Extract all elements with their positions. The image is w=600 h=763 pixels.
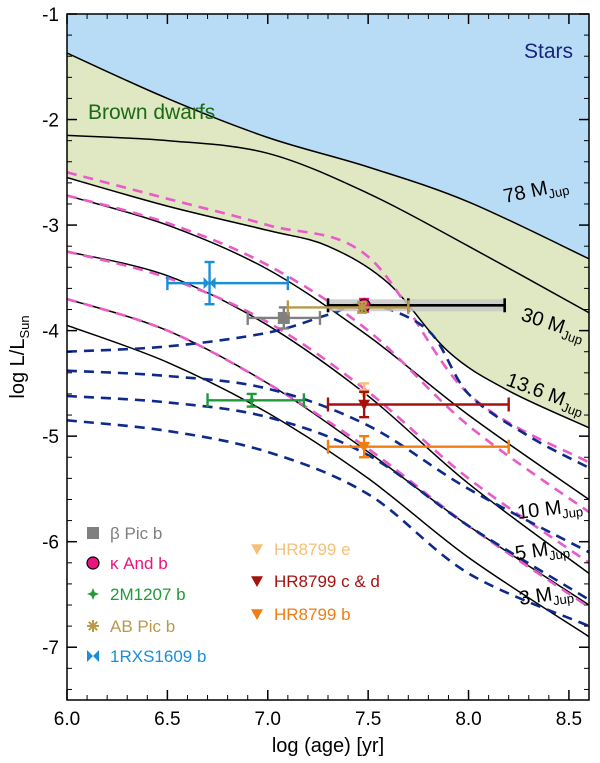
legend-marker-hr8799-b	[251, 609, 263, 620]
magenta-dashed-track-2	[67, 250, 589, 564]
legend-item-kappa-and-b: κ And b	[86, 554, 168, 573]
x-tick-label-1: 6.5	[154, 709, 180, 730]
solid-track-1	[67, 134, 589, 314]
x-tick-label-2: 7.0	[255, 709, 281, 730]
mass-label-5: 3 MJup	[518, 581, 575, 613]
y-axis-label-main: log L/L	[7, 339, 29, 399]
point-ab-pic-b	[286, 300, 410, 315]
magenta-dashed-track-3	[67, 297, 589, 609]
magenta-dashed-track-0	[67, 171, 589, 464]
marker-hr8799-b	[358, 441, 371, 453]
mass-label-unit-sub: Jup	[560, 399, 585, 420]
legend-item-hr8799-b: HR8799 b	[251, 605, 351, 624]
legend-label-kappa-and-b: κ And b	[110, 554, 168, 573]
blue-dashed-track-3	[67, 419, 589, 628]
mass-label-number: 5	[514, 541, 534, 565]
x-tick-label-5: 8.5	[556, 709, 582, 730]
y-tick-label-6: -1	[42, 5, 59, 26]
legend-marker-kappa-and-b	[86, 556, 100, 570]
solid-track-0	[67, 52, 589, 260]
y-tick-label-3: -4	[42, 322, 59, 343]
solid-track-4	[67, 250, 589, 575]
point-beta-pic-b	[246, 306, 322, 330]
point-2m1207-b	[206, 392, 306, 408]
mass-label-3: 10 MJup	[516, 494, 584, 527]
marker-2m1207-b	[245, 394, 258, 407]
mass-label-unit-sub: Jup	[561, 504, 584, 521]
legend-marker-1rxs1609-b	[87, 650, 99, 662]
legend-item-2m1207-b: 2M1207 b	[87, 585, 186, 604]
mass-label-unit: M	[544, 497, 563, 521]
point-hr8799-c-d	[326, 390, 510, 419]
marker-ab-pic-b	[356, 301, 369, 314]
mass-label-unit: M	[534, 584, 554, 608]
y-tick-label-1: -6	[42, 533, 59, 554]
blue-dashed-track-2	[67, 394, 589, 601]
mass-label-number: 3	[518, 586, 538, 610]
legend-item-hr8799-c-d: HR8799 c & d	[251, 572, 380, 591]
y-axis-label-sub: Sun	[17, 315, 32, 338]
legend-label-1rxs1609-b: 1RXS1609 b	[110, 647, 206, 666]
legend-label-hr8799-c-d: HR8799 c & d	[274, 572, 380, 591]
legend-item-1rxs1609-b: 1RXS1609 b	[87, 647, 206, 666]
y-axis-label: log L/LSun	[7, 315, 32, 398]
point-kappa-and-b	[326, 297, 506, 313]
legend-label-beta-pic-b: β Pic b	[110, 524, 162, 543]
x-tick-label-4: 8.0	[455, 709, 481, 730]
legend-marker-2m1207-b	[87, 588, 99, 600]
marker-hr8799-c-d	[358, 399, 371, 411]
mass-label-unit-sub: Jup	[547, 183, 571, 202]
legend-item-hr8799-e: HR8799 e	[251, 540, 351, 559]
mass-label-unit-sub: Jup	[552, 591, 575, 609]
solid-track-6	[67, 324, 589, 638]
y-tick-label-5: -2	[42, 111, 59, 132]
marker-1rxs1609-b	[203, 277, 216, 290]
legend-label-ab-pic-b: AB Pic b	[110, 617, 175, 636]
mass-label-4: 5 MJup	[514, 536, 571, 568]
mass-label-unit: M	[545, 312, 568, 338]
legend-item-ab-pic-b: AB Pic b	[87, 617, 175, 636]
legend-label-2m1207-b: 2M1207 b	[110, 585, 186, 604]
legend-marker-beta-pic-b	[87, 527, 99, 539]
legend-marker-ab-pic-b	[87, 620, 99, 632]
y-tick-label-2: -5	[42, 427, 59, 448]
y-tick-label-4: -3	[42, 216, 59, 237]
y-tick-label-0: -7	[42, 638, 59, 659]
x-tick-label-0: 6.0	[54, 709, 80, 730]
legend-marker-hr8799-e	[251, 544, 263, 555]
mass-label-unit: M	[529, 177, 550, 202]
point-hr8799-b	[326, 434, 510, 459]
legend-label-hr8799-b: HR8799 b	[274, 605, 351, 624]
legend-marker-hr8799-c-d	[251, 576, 263, 587]
legend-label-hr8799-e: HR8799 e	[274, 540, 351, 559]
legend-item-beta-pic-b: β Pic b	[87, 524, 162, 543]
mass-label-unit-sub: Jup	[560, 327, 585, 348]
x-tick-label-3: 7.5	[355, 709, 381, 730]
x-axis-label: log (age) [yr]	[272, 735, 384, 757]
point-1rxs1609-b	[166, 260, 290, 306]
planet-region	[67, 177, 589, 700]
mass-label-number: 10	[516, 499, 546, 524]
mass-label-unit-sub: Jup	[548, 546, 571, 564]
mass-label-unit: M	[530, 539, 550, 563]
marker-beta-pic-b	[277, 311, 290, 324]
brown-dwarfs-label: Brown dwarfs	[88, 101, 215, 124]
stars-label: Stars	[524, 40, 573, 63]
mass-label-0: 78 MJup	[501, 173, 570, 211]
mass-label-unit: M	[545, 384, 568, 410]
blue-dashed-track-1	[67, 369, 589, 554]
solid-track-2	[67, 176, 589, 429]
